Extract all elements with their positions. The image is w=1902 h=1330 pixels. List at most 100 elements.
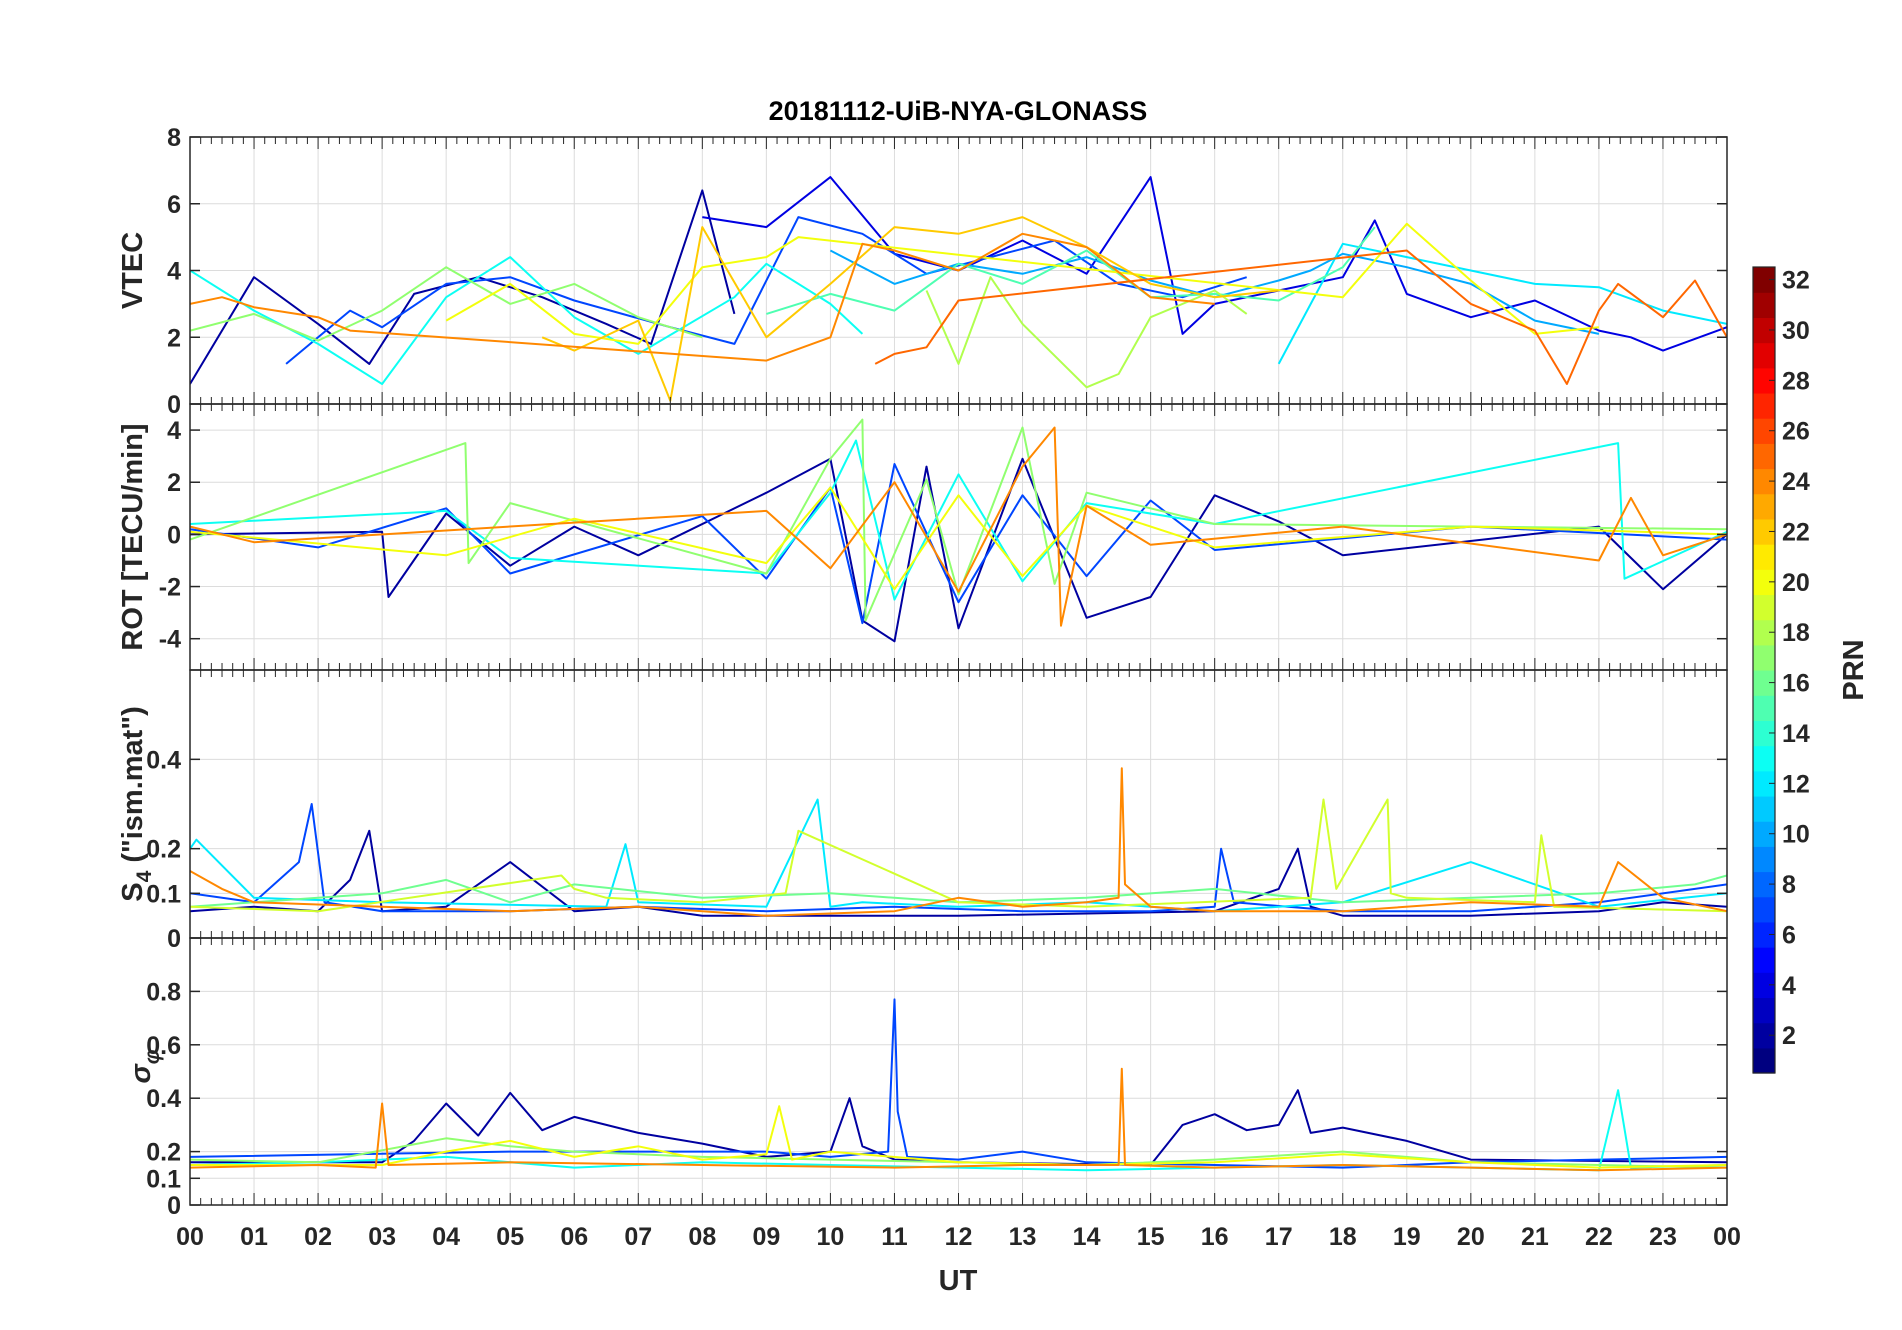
x-axis-tick-labels: 00 01 02 03 04 05 06 07 08 09 10 11 12 13 14 15 16 17 18 19… — [176, 1223, 1741, 1251]
series-group — [190, 998, 1727, 1172]
colorbar-label: PRN — [1838, 639, 1870, 700]
x-tick-label: 20 — [1457, 1223, 1485, 1251]
y-tick-label: -4 — [159, 626, 181, 654]
colorbar-tick-label: 2 — [1782, 1022, 1796, 1050]
x-tick-label: 14 — [1073, 1223, 1101, 1251]
x-tick-label: 08 — [688, 1223, 716, 1251]
x-tick-label: 02 — [304, 1223, 332, 1251]
y-tick-label: 0.1 — [146, 1165, 181, 1193]
colorbar-segment — [1753, 267, 1775, 293]
y-tick-label: 0.8 — [146, 978, 181, 1006]
series-prn-24 — [190, 426, 1727, 627]
series-prn-12 — [1277, 242, 1727, 365]
colorbar-segment — [1753, 720, 1775, 747]
colorbar-segment — [1753, 367, 1775, 394]
colorbar-tick-label: 26 — [1782, 418, 1810, 446]
colorbar-segment — [1753, 896, 1775, 923]
series-prn-20 — [190, 1105, 1727, 1169]
y-axis-label-sub: 4 — [133, 870, 156, 882]
colorbar-tick-label: 24 — [1782, 468, 1810, 496]
y-axis-label: σφ — [125, 1049, 164, 1083]
y-tick-label: 0 — [167, 925, 181, 953]
y-tick-label: 2 — [167, 469, 181, 497]
colorbar-segment — [1753, 443, 1775, 470]
x-tick-label: 04 — [432, 1223, 460, 1251]
colorbar-tick-label: 14 — [1782, 720, 1810, 748]
colorbar-tick-label: 30 — [1782, 317, 1810, 345]
sigma-phi-panel: 00.10.2 0.4 0.6 0.8 σφ — [125, 937, 1728, 1220]
y-tick-label: 0.4 — [146, 746, 181, 774]
y-tick-label: 0 — [167, 391, 181, 419]
series-group — [190, 176, 1727, 402]
colorbar-tick-label: 6 — [1782, 921, 1796, 949]
y-tick-label: 6 — [167, 191, 181, 219]
series-prn-12 — [190, 798, 1727, 913]
series-prn-19 — [190, 798, 1727, 913]
colorbar-segment — [1753, 317, 1775, 344]
series-prn-24 — [190, 767, 1727, 917]
colorbar-tick-label: 10 — [1782, 821, 1810, 849]
x-tick-label: 01 — [240, 1223, 268, 1251]
series-prn-2 — [190, 1089, 1727, 1166]
colorbar-tick-label: 18 — [1782, 619, 1810, 647]
x-tick-label: 06 — [560, 1223, 588, 1251]
colorbar-segment — [1753, 921, 1775, 948]
colorbar-segment — [1753, 670, 1775, 696]
x-tick-label: 09 — [752, 1223, 780, 1251]
series-prn-17 — [190, 266, 703, 342]
colorbar-segment — [1753, 292, 1775, 318]
colorbar-tick-label: 16 — [1782, 670, 1810, 698]
colorbar-segment — [1753, 972, 1775, 999]
colorbar-segment — [1753, 770, 1775, 797]
colorbar-segment — [1753, 418, 1775, 444]
series-prn-13 — [190, 256, 864, 385]
series-prn-7 — [285, 216, 1247, 365]
colorbar-segment — [1753, 871, 1775, 898]
colorbar-segment — [1753, 695, 1775, 721]
series-prn-13 — [190, 1089, 1727, 1172]
series-prn-17 — [190, 418, 1727, 622]
x-tick-label: 21 — [1521, 1223, 1549, 1251]
colorbar-segment — [1753, 644, 1775, 671]
colorbar-tick-label: 32 — [1782, 267, 1810, 295]
rot-panel: -4 -2 0 2 4 ROT [TECU/min] — [117, 403, 1728, 671]
x-tick-label: 16 — [1201, 1223, 1229, 1251]
y-tick-label: 0 — [167, 1192, 181, 1220]
series-prn-24 — [190, 1067, 1727, 1172]
series-group — [190, 418, 1727, 643]
x-tick-label: 22 — [1585, 1223, 1613, 1251]
y-axis-label-phi: φ — [141, 1049, 164, 1064]
y-axis-label: VTEC — [117, 232, 149, 309]
y-tick-label: 0 — [167, 521, 181, 549]
y-axis-label: ROT [TECU/min] — [117, 423, 149, 650]
series-prn-22 — [541, 216, 1279, 402]
x-tick-label: 07 — [624, 1223, 652, 1251]
x-tick-label: 03 — [368, 1223, 396, 1251]
y-tick-label: 4 — [167, 258, 181, 286]
y-tick-label: 0.4 — [146, 1085, 181, 1113]
x-tick-label: 19 — [1393, 1223, 1421, 1251]
colorbar-segment — [1753, 392, 1775, 419]
series-group — [190, 767, 1727, 917]
y-tick-label: 0.2 — [146, 836, 181, 864]
colorbar-segment — [1753, 493, 1775, 520]
vtec-panel: 0 2 4 6 8 VTEC — [117, 124, 1728, 419]
y-tick-label: 8 — [167, 124, 181, 152]
series-prn-15 — [766, 226, 1376, 315]
x-axis-label: UT — [939, 1265, 978, 1297]
s4-panel: 00.10.20.4S4 ("ism.mat") — [117, 669, 1728, 953]
colorbar-tick-label: 4 — [1782, 972, 1796, 1000]
colorbar-segment — [1753, 947, 1775, 973]
x-tick-label: 18 — [1329, 1223, 1357, 1251]
colorbar-segment — [1753, 544, 1775, 570]
colorbar-segment — [1753, 569, 1775, 596]
y-tick-label: 0.2 — [146, 1139, 181, 1167]
y-axis-label-sigma: σ — [125, 1063, 157, 1084]
colorbar-segment — [1753, 1047, 1775, 1074]
colorbar-segment — [1753, 468, 1775, 495]
colorbar-tick-label: 8 — [1782, 871, 1796, 899]
y-tick-label: 2 — [167, 324, 181, 352]
x-tick-label: 13 — [1009, 1223, 1037, 1251]
y-tick-label: 0.1 — [146, 880, 181, 908]
